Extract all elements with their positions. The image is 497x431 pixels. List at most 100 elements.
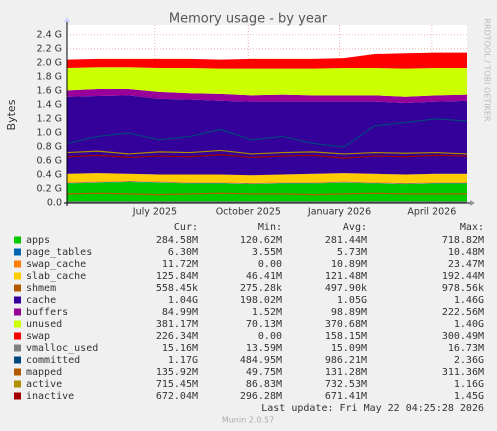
y-axis-label: Bytes [5, 99, 18, 130]
legend-stat: 1.16G [454, 379, 484, 390]
legend-label: inactive [26, 391, 74, 402]
x-tick-label: July 2025 [132, 207, 177, 218]
x-tick-label: October 2025 [216, 207, 281, 218]
legend-stat: 11.72M [162, 259, 198, 270]
legend-swatch [14, 380, 21, 388]
legend-stat: 671.41M [325, 391, 367, 402]
legend-stat: 158.15M [325, 331, 367, 342]
legend-stat: 978.56k [442, 283, 484, 294]
legend-stat: 1.46G [454, 295, 484, 306]
legend-stat: 311.36M [442, 367, 484, 378]
legend-swatch [14, 248, 21, 256]
legend-label: slab_cache [26, 271, 86, 282]
legend-stat: 23.47M [448, 259, 484, 270]
legend-stat: 300.49M [442, 331, 484, 342]
legend-stat: 0.00 [258, 259, 282, 270]
area [67, 52, 467, 69]
y-tick-label: 1.2 G [37, 113, 63, 124]
legend-label: apps [26, 235, 50, 246]
legend-stat: 49.75M [246, 367, 282, 378]
legend-swatch [14, 392, 21, 400]
legend-stat: 86.83M [246, 379, 282, 390]
x-tick-label: January 2026 [307, 207, 371, 218]
line [66, 154, 468, 159]
legend-stat: 125.84M [156, 271, 198, 282]
legend-stat: 1.05G [337, 295, 367, 306]
area [67, 180, 467, 184]
legend-swatch [14, 368, 21, 376]
legend-label: page_tables [26, 247, 92, 258]
legend-stat: 15.16M [162, 343, 198, 354]
legend-stat: 70.13M [246, 319, 282, 330]
legend-stat: 13.59M [246, 343, 282, 354]
footer: Munin 2.0.57 [222, 416, 274, 425]
legend-stat: 1.52M [252, 307, 282, 318]
axis-arrow [470, 200, 475, 206]
legend-swatch [14, 344, 21, 352]
legend-label: unused [26, 319, 62, 330]
legend-label: swap_cache [26, 259, 86, 270]
y-tick-label: 1.4 G [37, 99, 63, 110]
legend-stat: 484.95M [240, 355, 282, 366]
legend-stat: 370.68M [325, 319, 367, 330]
legend-swatch [14, 284, 21, 292]
legend-stat: 10.48M [448, 247, 484, 258]
legend-stat: 3.55M [252, 247, 282, 258]
legend-stat: 284.58M [156, 235, 198, 246]
legend-stat: 2.36G [454, 355, 484, 366]
legend-label: buffers [26, 307, 68, 318]
legend-swatch [14, 356, 21, 364]
legend-stat: 296.28M [240, 391, 282, 402]
y-tick-label: 0.6 G [37, 155, 63, 166]
legend-stat: 135.92M [156, 367, 198, 378]
legend-stat: 6.30M [168, 247, 198, 258]
legend-label: active [26, 379, 62, 390]
legend-swatch [14, 236, 21, 244]
legend-label: swap [26, 331, 50, 342]
legend-stat: 275.28k [240, 283, 282, 294]
legend-stat: 1.04G [168, 295, 198, 306]
y-tick-label: 0.4 G [37, 169, 63, 180]
legend-stat: 198.02M [240, 295, 282, 306]
legend-label: cache [26, 295, 56, 306]
legend-stat: 715.45M [156, 379, 198, 390]
legend-stat: 672.04M [156, 391, 198, 402]
legend-stat: 226.34M [156, 331, 198, 342]
legend-header: Max: [460, 222, 484, 233]
last-update: Last update: Fri May 22 04:25:28 2026 [261, 403, 484, 414]
legend-label: shmem [26, 283, 56, 294]
axis-arrow [64, 17, 70, 22]
legend-stat: 192.44M [442, 271, 484, 282]
y-tick-label: 1.6 G [37, 85, 63, 96]
line [66, 118, 468, 148]
side-label: RRDTOOL / TOBI OETIKER [483, 18, 492, 121]
legend-stat: 15.09M [331, 343, 367, 354]
y-tick-label: 1.0 G [37, 127, 63, 138]
y-tick-label: 0.8 G [37, 141, 63, 152]
legend-stat: 46.41M [246, 271, 282, 282]
legend-stat: 0.00 [258, 331, 282, 342]
legend-stat: 281.44M [325, 235, 367, 246]
legend-swatch [14, 296, 21, 304]
y-tick-label: 0.0 [47, 198, 62, 209]
legend-stat: 1.40G [454, 319, 484, 330]
legend-stat: 98.89M [331, 307, 367, 318]
legend-stat: 120.62M [240, 235, 282, 246]
y-tick-label: 1.8 G [37, 71, 63, 82]
y-tick-label: 2.2 G [37, 43, 63, 54]
legend-stat: 16.73M [448, 343, 484, 354]
legend-stat: 986.21M [325, 355, 367, 366]
y-tick-label: 2.4 G [37, 29, 63, 40]
y-tick-label: 2.0 G [37, 57, 63, 68]
legend-stat: 121.48M [325, 271, 367, 282]
legend-header: Avg: [343, 222, 367, 233]
legend-stat: 1.45G [454, 391, 484, 402]
area [67, 67, 467, 97]
area [67, 89, 467, 104]
y-tick-label: 0.2 G [37, 183, 63, 194]
area [67, 173, 467, 176]
area [67, 95, 467, 176]
legend-stat: 5.73M [337, 247, 367, 258]
legend-header: Cur: [174, 222, 198, 233]
legend-stat: 497.90k [325, 283, 367, 294]
